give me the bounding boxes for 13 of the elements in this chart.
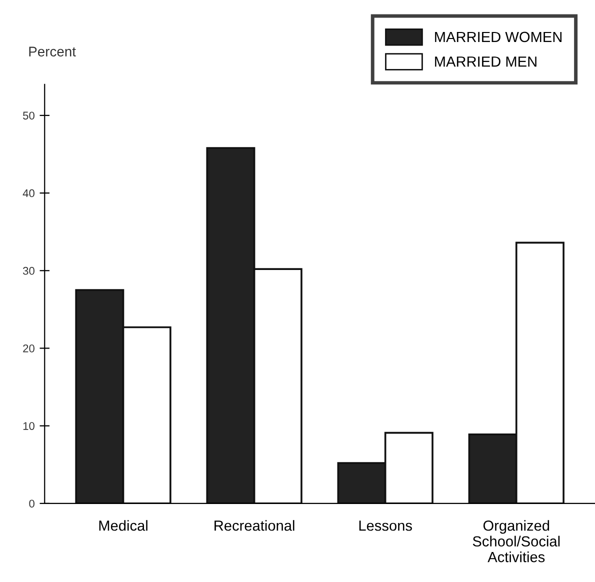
y-axis-title: Percent	[29, 46, 76, 56]
x-tick-label: Organized School/Social Activities	[472, 520, 560, 562]
x-tick-label: Lessons	[359, 520, 412, 531]
legend-label: MARRIED WOMEN	[435, 32, 562, 42]
y-tick-label: 40	[22, 189, 34, 198]
x-tick-label: Medical	[99, 520, 148, 531]
x-tick-label: Recreational	[214, 520, 294, 531]
y-tick-label: 10	[23, 422, 34, 430]
y-tick-label: 30	[22, 266, 34, 275]
y-tick-label: 50	[22, 112, 34, 120]
legend-label: MARRIED MEN	[435, 56, 536, 67]
y-tick-label: 20	[23, 344, 34, 352]
y-tick-label: 0	[29, 500, 34, 508]
